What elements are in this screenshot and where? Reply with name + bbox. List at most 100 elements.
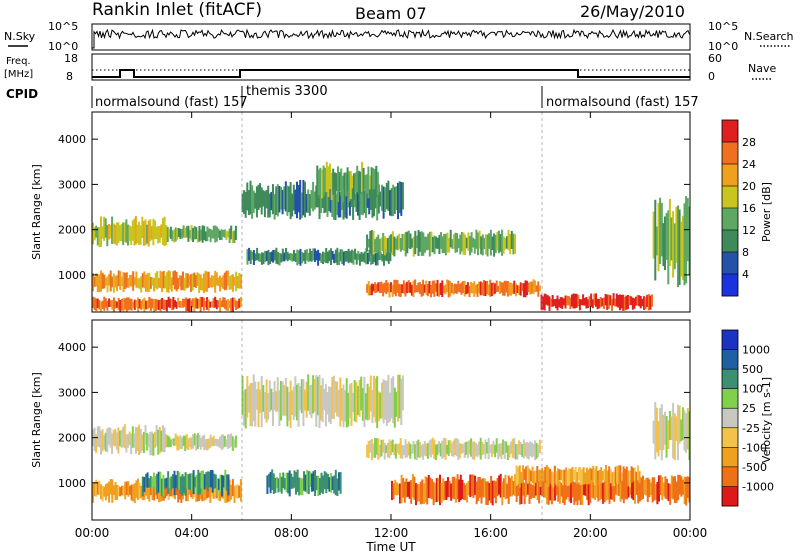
data-stripe <box>157 300 160 310</box>
data-stripe <box>369 285 372 296</box>
data-stripe <box>550 298 553 307</box>
data-stripe <box>272 391 274 426</box>
data-stripe <box>122 426 125 448</box>
colorbar-tick-label: 500 <box>742 363 763 376</box>
data-stripe <box>352 184 355 220</box>
data-stripe <box>524 442 527 457</box>
data-stripe <box>98 480 101 496</box>
data-stripe <box>281 248 284 262</box>
data-stripe <box>505 236 508 249</box>
data-stripe <box>305 381 308 418</box>
data-stripe <box>685 413 688 453</box>
data-stripe <box>247 190 250 215</box>
data-stripe <box>617 465 620 483</box>
data-stripe <box>619 476 622 502</box>
data-stripe <box>534 481 537 496</box>
data-stripe <box>484 439 487 459</box>
data-stripe <box>154 299 157 311</box>
data-stripe <box>249 180 252 215</box>
data-stripe <box>257 253 260 262</box>
data-stripe <box>411 238 414 248</box>
data-stripe <box>400 474 403 504</box>
data-stripe <box>93 297 96 310</box>
colorbar-segment <box>722 252 738 275</box>
data-stripe <box>513 438 516 459</box>
data-stripe <box>279 472 282 492</box>
data-stripe <box>637 465 639 481</box>
data-stripe <box>333 253 336 264</box>
data-stripe <box>276 477 278 488</box>
data-stripe <box>470 474 473 497</box>
data-stripe <box>331 377 334 419</box>
data-stripe <box>593 293 596 306</box>
data-stripe <box>547 467 550 488</box>
data-stripe <box>111 276 114 288</box>
data-stripe <box>523 468 526 480</box>
data-stripe <box>337 389 340 418</box>
data-stripe <box>371 252 374 265</box>
data-stripe <box>180 301 183 308</box>
data-stripe <box>224 469 227 490</box>
data-stripe <box>539 480 542 496</box>
data-stripe <box>407 230 410 249</box>
data-stripe <box>177 486 180 503</box>
data-stripe <box>632 467 635 482</box>
noise-left-tick-top: 10^5 <box>48 20 78 33</box>
data-stripe <box>629 481 632 495</box>
data-stripe <box>157 429 160 455</box>
data-stripe <box>93 481 96 497</box>
data-stripe <box>535 285 538 292</box>
data-stripe <box>318 252 321 261</box>
data-stripe <box>308 385 311 415</box>
data-stripe <box>399 483 401 504</box>
data-stripe <box>140 276 143 293</box>
colorbar-segment <box>722 388 738 409</box>
data-stripe <box>223 297 226 309</box>
data-stripe <box>289 380 292 428</box>
data-stripe <box>436 444 439 456</box>
data-stripe <box>174 433 177 446</box>
data-stripe <box>249 250 252 265</box>
data-stripe <box>345 172 347 197</box>
data-stripe <box>531 466 534 484</box>
data-stripe <box>378 444 381 458</box>
data-stripe <box>550 471 553 486</box>
data-stripe <box>233 297 236 307</box>
data-stripe <box>225 479 228 503</box>
data-stripe <box>394 443 397 459</box>
data-stripe <box>100 301 102 312</box>
data-stripe <box>463 280 466 297</box>
data-stripe <box>123 424 126 449</box>
data-stripe <box>423 441 426 456</box>
data-stripe <box>95 479 98 497</box>
data-stripe <box>492 282 495 295</box>
data-stripe <box>98 227 101 248</box>
data-stripe <box>175 301 178 309</box>
data-stripe <box>464 484 467 501</box>
data-stripe <box>211 437 214 446</box>
data-stripe <box>186 485 189 502</box>
data-stripe <box>378 282 381 294</box>
data-stripe <box>381 184 383 211</box>
data-stripe <box>504 238 507 250</box>
data-stripe <box>491 480 494 506</box>
data-stripe <box>598 477 601 501</box>
data-stripe <box>252 374 255 422</box>
data-stripe <box>338 472 340 491</box>
data-stripe <box>522 283 525 298</box>
data-stripe <box>514 283 517 297</box>
data-stripe <box>471 441 474 460</box>
data-stripe <box>233 277 236 286</box>
data-stripe <box>367 441 370 459</box>
data-stripe <box>206 226 209 242</box>
data-stripe <box>661 477 664 501</box>
data-stripe <box>183 476 186 493</box>
data-stripe <box>427 475 430 498</box>
data-stripe <box>439 282 442 295</box>
data-stripe <box>130 274 133 287</box>
data-stripe <box>239 297 242 307</box>
data-stripe <box>208 438 210 449</box>
data-stripe <box>117 485 120 497</box>
data-stripe <box>420 284 423 297</box>
